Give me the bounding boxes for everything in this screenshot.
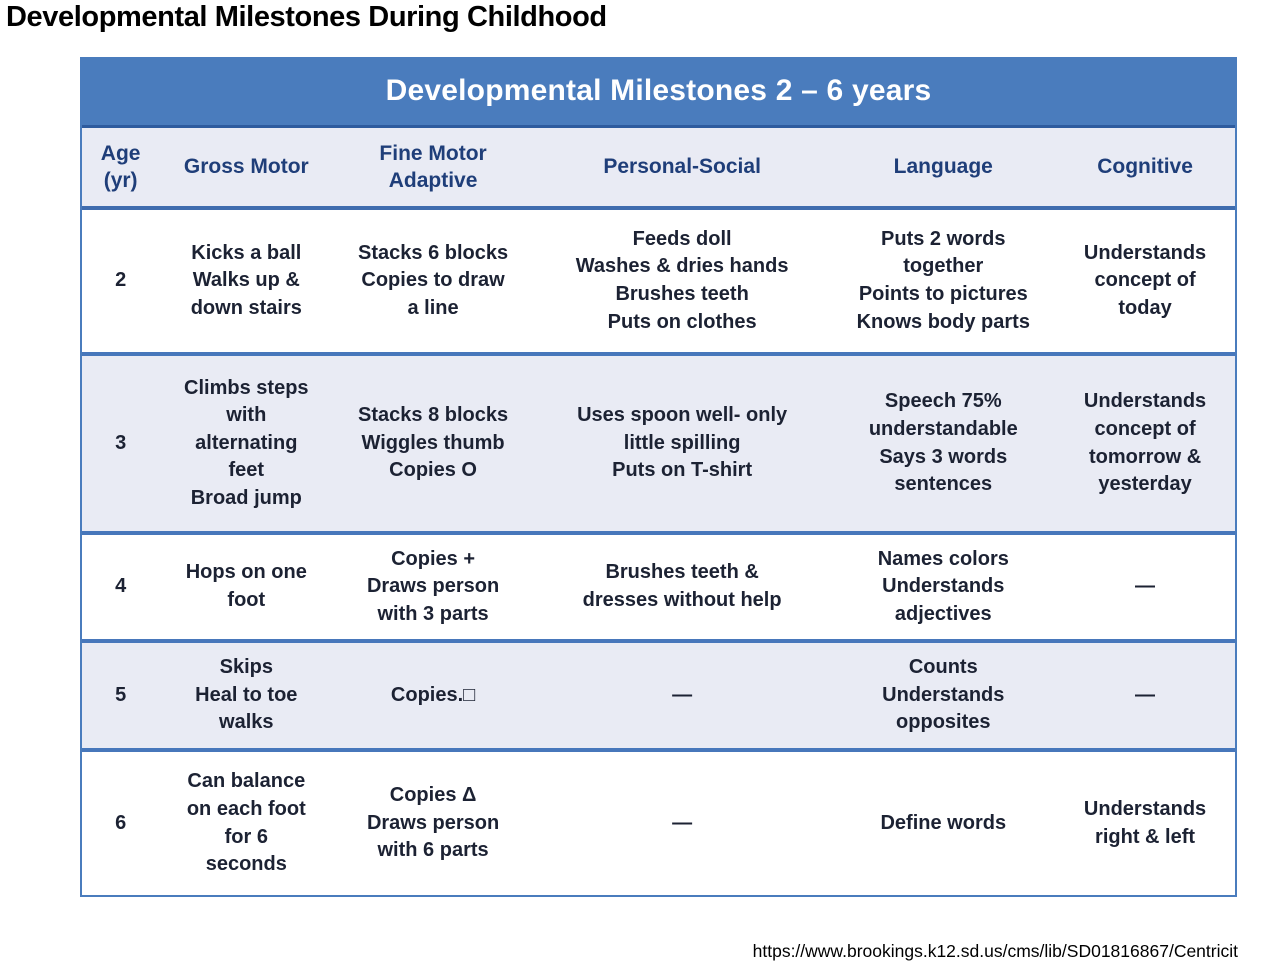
column-header-cognitive: Cognitive: [1055, 128, 1235, 210]
fine-motor-cell: Copies.□: [333, 639, 533, 750]
language-cell: Define words: [831, 748, 1056, 895]
age-cell: 2: [82, 208, 160, 354]
cognitive-cell: —: [1055, 639, 1235, 750]
cognitive-cell: —: [1055, 531, 1235, 641]
gross-motor-cell: Climbs steps with alternating feet Broad…: [159, 352, 334, 533]
fine-motor-cell: Copies + Draws person with 3 parts: [333, 531, 533, 641]
table-title-bar: Developmental Milestones 2 – 6 years: [82, 59, 1235, 128]
age-cell: 5: [82, 639, 160, 750]
cognitive-cell: Understands right & left: [1055, 748, 1235, 895]
milestones-table-body: 2 Kicks a ball Walks up & down stairs St…: [82, 208, 1235, 895]
milestones-table: Developmental Milestones 2 – 6 years Age…: [80, 57, 1237, 897]
language-cell: Speech 75% understandable Says 3 words s…: [831, 352, 1056, 533]
personal-social-cell: Brushes teeth & dresses without help: [532, 531, 832, 641]
milestones-grid: Age (yr) Gross Motor Fine Motor Adaptive…: [82, 128, 1235, 895]
language-cell: Names colors Understands adjectives: [831, 531, 1056, 641]
fine-motor-cell: Copies Δ Draws person with 6 parts: [333, 748, 533, 895]
cognitive-cell: Understands concept of tomorrow & yester…: [1055, 352, 1235, 533]
column-header-language: Language: [831, 128, 1056, 210]
gross-motor-cell: Can balance on each foot for 6 seconds: [159, 748, 334, 895]
source-url: https://www.brookings.k12.sd.us/cms/lib/…: [752, 941, 1238, 961]
language-cell: Counts Understands opposites: [831, 639, 1056, 750]
column-header-row: Age (yr) Gross Motor Fine Motor Adaptive…: [82, 128, 1235, 210]
personal-social-cell: —: [532, 748, 832, 895]
age-cell: 3: [82, 352, 160, 533]
personal-social-cell: —: [532, 639, 832, 750]
gross-motor-cell: Kicks a ball Walks up & down stairs: [159, 208, 334, 354]
column-header-fine-motor: Fine Motor Adaptive: [333, 128, 533, 210]
language-cell: Puts 2 words together Points to pictures…: [831, 208, 1056, 354]
personal-social-cell: Uses spoon well- only little spilling Pu…: [532, 352, 832, 533]
age-cell: 6: [82, 748, 160, 895]
milestone-row-age-3: 3 Climbs steps with alternating feet Bro…: [82, 352, 1235, 533]
column-header-personal-social: Personal-Social: [532, 128, 832, 210]
age-cell: 4: [82, 531, 160, 641]
page-title: Developmental Milestones During Childhoo…: [6, 1, 607, 33]
gross-motor-cell: Hops on one foot: [159, 531, 334, 641]
milestone-row-age-2: 2 Kicks a ball Walks up & down stairs St…: [82, 208, 1235, 354]
gross-motor-cell: Skips Heal to toe walks: [159, 639, 334, 750]
column-header-gross-motor: Gross Motor: [159, 128, 334, 210]
milestone-row-age-4: 4 Hops on one foot Copies + Draws person…: [82, 531, 1235, 641]
milestone-row-age-6: 6 Can balance on each foot for 6 seconds…: [82, 748, 1235, 895]
fine-motor-cell: Stacks 6 blocks Copies to draw a line: [333, 208, 533, 354]
column-header-age: Age (yr): [82, 128, 160, 210]
cognitive-cell: Understands concept of today: [1055, 208, 1235, 354]
personal-social-cell: Feeds doll Washes & dries hands Brushes …: [532, 208, 832, 354]
fine-motor-cell: Stacks 8 blocks Wiggles thumb Copies O: [333, 352, 533, 533]
milestone-row-age-5: 5 Skips Heal to toe walks Copies.□ — Cou…: [82, 639, 1235, 750]
